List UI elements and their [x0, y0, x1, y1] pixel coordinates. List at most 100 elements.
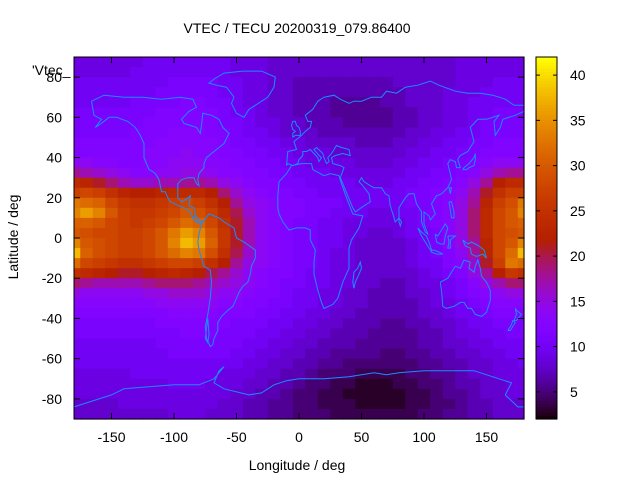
- heatmap-cell: [417, 197, 431, 209]
- heatmap-cell: [517, 127, 525, 139]
- heatmap-cell: [267, 147, 281, 159]
- heatmap-cell: [267, 358, 281, 370]
- heatmap-cell: [392, 318, 406, 330]
- heatmap-cell: [155, 187, 169, 199]
- heatmap-cell: [217, 107, 231, 118]
- heatmap-cell: [430, 328, 444, 340]
- heatmap-cell: [74, 288, 81, 299]
- heatmap-cell: [242, 187, 256, 199]
- heatmap-cell: [80, 408, 94, 420]
- heatmap-cell: [142, 338, 156, 350]
- heatmap-cell: [105, 278, 119, 289]
- heatmap-cell: [180, 87, 194, 98]
- colorbar-segment: [536, 171, 557, 176]
- heatmap-cell: [80, 77, 94, 88]
- heatmap-cell: [74, 308, 81, 320]
- heatmap-cell: [342, 288, 356, 299]
- heatmap-cell: [242, 278, 256, 289]
- heatmap-cell: [74, 248, 81, 259]
- heatmap-cell: [355, 318, 369, 330]
- heatmap-cell: [492, 217, 506, 229]
- colorbar-segment: [536, 228, 557, 233]
- heatmap-cell: [255, 57, 269, 68]
- heatmap-cell: [280, 298, 294, 309]
- heatmap-cell: [230, 238, 244, 249]
- heatmap-cell: [342, 238, 356, 249]
- colorbar-segment: [536, 301, 557, 305]
- heatmap-cell: [492, 368, 506, 380]
- heatmap-cell: [92, 348, 106, 360]
- heatmap-cell: [167, 137, 181, 149]
- heatmap-cell: [317, 87, 331, 98]
- heatmap-cell: [405, 398, 419, 410]
- heatmap-cell: [117, 268, 131, 279]
- heatmap-cell: [417, 147, 431, 159]
- heatmap-cell: [330, 318, 344, 330]
- heatmap-cell: [480, 107, 494, 118]
- heatmap-cell: [130, 278, 144, 289]
- coastlines: [73, 70, 525, 408]
- heatmap-cell: [92, 368, 106, 380]
- heatmap-cell: [505, 408, 519, 420]
- heatmap-cell: [392, 268, 406, 279]
- heatmap-cell: [92, 398, 106, 410]
- colorbar-segment: [536, 310, 557, 315]
- heatmap-cell: [492, 67, 506, 78]
- heatmap-cell: [380, 248, 394, 259]
- heatmap-cell: [317, 398, 331, 410]
- heatmap-cells: [74, 57, 525, 420]
- heatmap-cell: [367, 408, 381, 420]
- heatmap-cell: [142, 77, 156, 88]
- heatmap-cell: [417, 368, 431, 380]
- y-tick-label: 40: [46, 150, 62, 166]
- heatmap-cell: [430, 278, 444, 289]
- colorbar-segment: [536, 313, 557, 318]
- heatmap-cell: [105, 308, 119, 320]
- heatmap-cell: [242, 398, 256, 410]
- colorbar-segment: [536, 361, 557, 366]
- heatmap-cell: [205, 127, 219, 139]
- heatmap-cell: [205, 57, 219, 68]
- heatmap-cell: [117, 368, 131, 380]
- heatmap-cell: [117, 378, 131, 390]
- heatmap-cell: [467, 368, 481, 380]
- colorbar-segment: [536, 75, 557, 79]
- heatmap-cell: [317, 288, 331, 299]
- heatmap-cell: [117, 147, 131, 159]
- heatmap-cell: [380, 87, 394, 98]
- heatmap-cell: [142, 258, 156, 269]
- heatmap-cell: [230, 288, 244, 299]
- heatmap-cell: [167, 298, 181, 309]
- heatmap-cell: [430, 338, 444, 350]
- colorbar-segment: [536, 96, 557, 100]
- heatmap-cell: [380, 338, 394, 350]
- y-axis-label: Latitude / deg: [5, 195, 21, 280]
- heatmap-cell: [492, 137, 506, 149]
- colorbar: [535, 56, 558, 420]
- heatmap-cell: [367, 67, 381, 78]
- colorbar-segment: [536, 343, 557, 348]
- heatmap-cell: [180, 358, 194, 370]
- heatmap-cell: [192, 378, 206, 390]
- heatmap-cell: [342, 268, 356, 279]
- heatmap-cell: [280, 187, 294, 199]
- heatmap-cell: [505, 127, 519, 139]
- heatmap-cell: [105, 378, 119, 390]
- colorbar-segment: [536, 256, 557, 260]
- y-tick-label: 0: [54, 230, 62, 246]
- colorbar-segment: [536, 180, 557, 185]
- heatmap-cell: [142, 298, 156, 309]
- heatmap-cell: [405, 207, 419, 219]
- heatmap-cell: [405, 137, 419, 149]
- heatmap-cell: [242, 67, 256, 78]
- heatmap-cell: [517, 268, 525, 279]
- heatmap-cell: [467, 107, 481, 118]
- heatmap-cell: [430, 268, 444, 279]
- heatmap-cell: [130, 197, 144, 209]
- heatmap-cell: [417, 358, 431, 370]
- heatmap-cell: [405, 288, 419, 299]
- heatmap-cell: [205, 258, 219, 269]
- heatmap-cell: [192, 338, 206, 350]
- heatmap-cell: [255, 288, 269, 299]
- heatmap-cell: [330, 227, 344, 239]
